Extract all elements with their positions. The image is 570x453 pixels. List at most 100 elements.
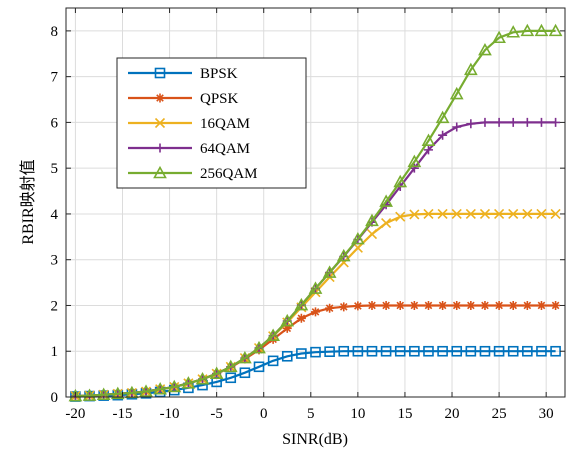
data-point [536, 300, 546, 310]
data-point [522, 345, 533, 357]
data-point [209, 366, 224, 379]
data-point [238, 350, 252, 364]
data-point [551, 300, 561, 310]
data-point [551, 117, 561, 127]
data-point [465, 208, 476, 220]
data-point [82, 388, 97, 401]
y-axis-label: RBIR映射值 [19, 159, 37, 244]
data-point [507, 345, 519, 357]
y-tick-label: 8 [51, 24, 59, 40]
data-point [267, 355, 279, 367]
data-point [449, 86, 464, 100]
data-point [394, 345, 406, 357]
data-point [266, 328, 280, 341]
data-point [365, 213, 379, 227]
data-point [239, 367, 251, 379]
data-point [435, 110, 450, 124]
data-point [494, 208, 505, 220]
data-point [437, 208, 448, 220]
data-point [536, 345, 547, 357]
legend-label: BPSK [200, 66, 238, 82]
data-point [466, 300, 476, 310]
y-tick-label: 3 [51, 253, 59, 269]
data-point [336, 248, 351, 262]
legend: BPSK QPSK 16QAM 64QAM 256QAM [116, 57, 307, 189]
data-point [367, 300, 377, 310]
data-point [452, 300, 462, 310]
data-point [452, 122, 462, 132]
data-point [451, 345, 463, 357]
data-point [534, 23, 549, 37]
data-point [223, 359, 238, 373]
data-point [294, 297, 309, 311]
legend-label: 16QAM [200, 116, 250, 132]
data-point [322, 265, 337, 278]
data-point [380, 345, 392, 357]
data-point [195, 371, 210, 385]
data-point [463, 62, 478, 76]
data-point [310, 346, 321, 358]
data-point [466, 119, 476, 129]
data-point [366, 345, 378, 357]
data-point [153, 382, 168, 395]
data-point [280, 313, 295, 327]
data-point [437, 345, 448, 357]
data-point [536, 208, 547, 220]
data-point [352, 345, 364, 357]
data-point [381, 300, 391, 310]
data-point [508, 208, 519, 220]
data-point [520, 23, 535, 37]
x-tick-label: -15 [112, 406, 132, 422]
data-point [409, 345, 420, 357]
data-point [381, 218, 392, 229]
x-tick-label: 30 [539, 406, 554, 422]
data-point [253, 361, 265, 373]
data-point [536, 117, 546, 127]
x-tick-label: -5 [210, 406, 223, 422]
x-tick-label: 15 [397, 406, 412, 422]
data-point [409, 163, 419, 173]
data-point [339, 302, 349, 312]
data-point [548, 23, 563, 37]
legend-marker [155, 143, 165, 153]
x-axis-label: SINR(dB) [282, 431, 348, 448]
data-point [96, 387, 111, 401]
data-point [393, 174, 408, 188]
y-tick-label: 5 [51, 161, 59, 177]
x-tick-label: 25 [492, 406, 507, 422]
data-point [438, 130, 448, 140]
legend-item: 256QAM [128, 165, 258, 182]
legend-item: BPSK [128, 66, 238, 82]
data-point [493, 345, 505, 357]
data-point [478, 42, 492, 56]
data-point [110, 386, 125, 400]
data-point [68, 388, 83, 402]
data-point [281, 350, 293, 362]
x-tick-label: 20 [445, 406, 460, 422]
data-point [296, 348, 307, 359]
legend-item: 16QAM [128, 116, 250, 132]
x-tick-labels: -20 -15 -10 -5 0 5 10 15 20 25 30 [65, 406, 553, 422]
legend-item: 64QAM [128, 141, 250, 157]
data-point [353, 301, 363, 311]
data-point [451, 208, 462, 220]
data-point [296, 313, 306, 323]
legend-label: 64QAM [200, 141, 250, 157]
data-point [508, 117, 518, 127]
data-point [494, 300, 504, 310]
plot-frame [65, 7, 566, 398]
data-point [395, 300, 405, 310]
legend-marker [154, 67, 166, 79]
legend-marker [155, 93, 165, 103]
data-point [139, 384, 153, 397]
data-point [522, 300, 532, 310]
data-point [395, 211, 406, 222]
series-256qam [68, 23, 563, 402]
data-point [423, 300, 433, 310]
legend-item: QPSK [128, 91, 239, 107]
data-point [492, 30, 506, 44]
data-point [508, 300, 518, 310]
data-point [409, 209, 420, 220]
y-tick-labels: 0 1 2 3 4 5 6 7 8 [51, 24, 59, 406]
